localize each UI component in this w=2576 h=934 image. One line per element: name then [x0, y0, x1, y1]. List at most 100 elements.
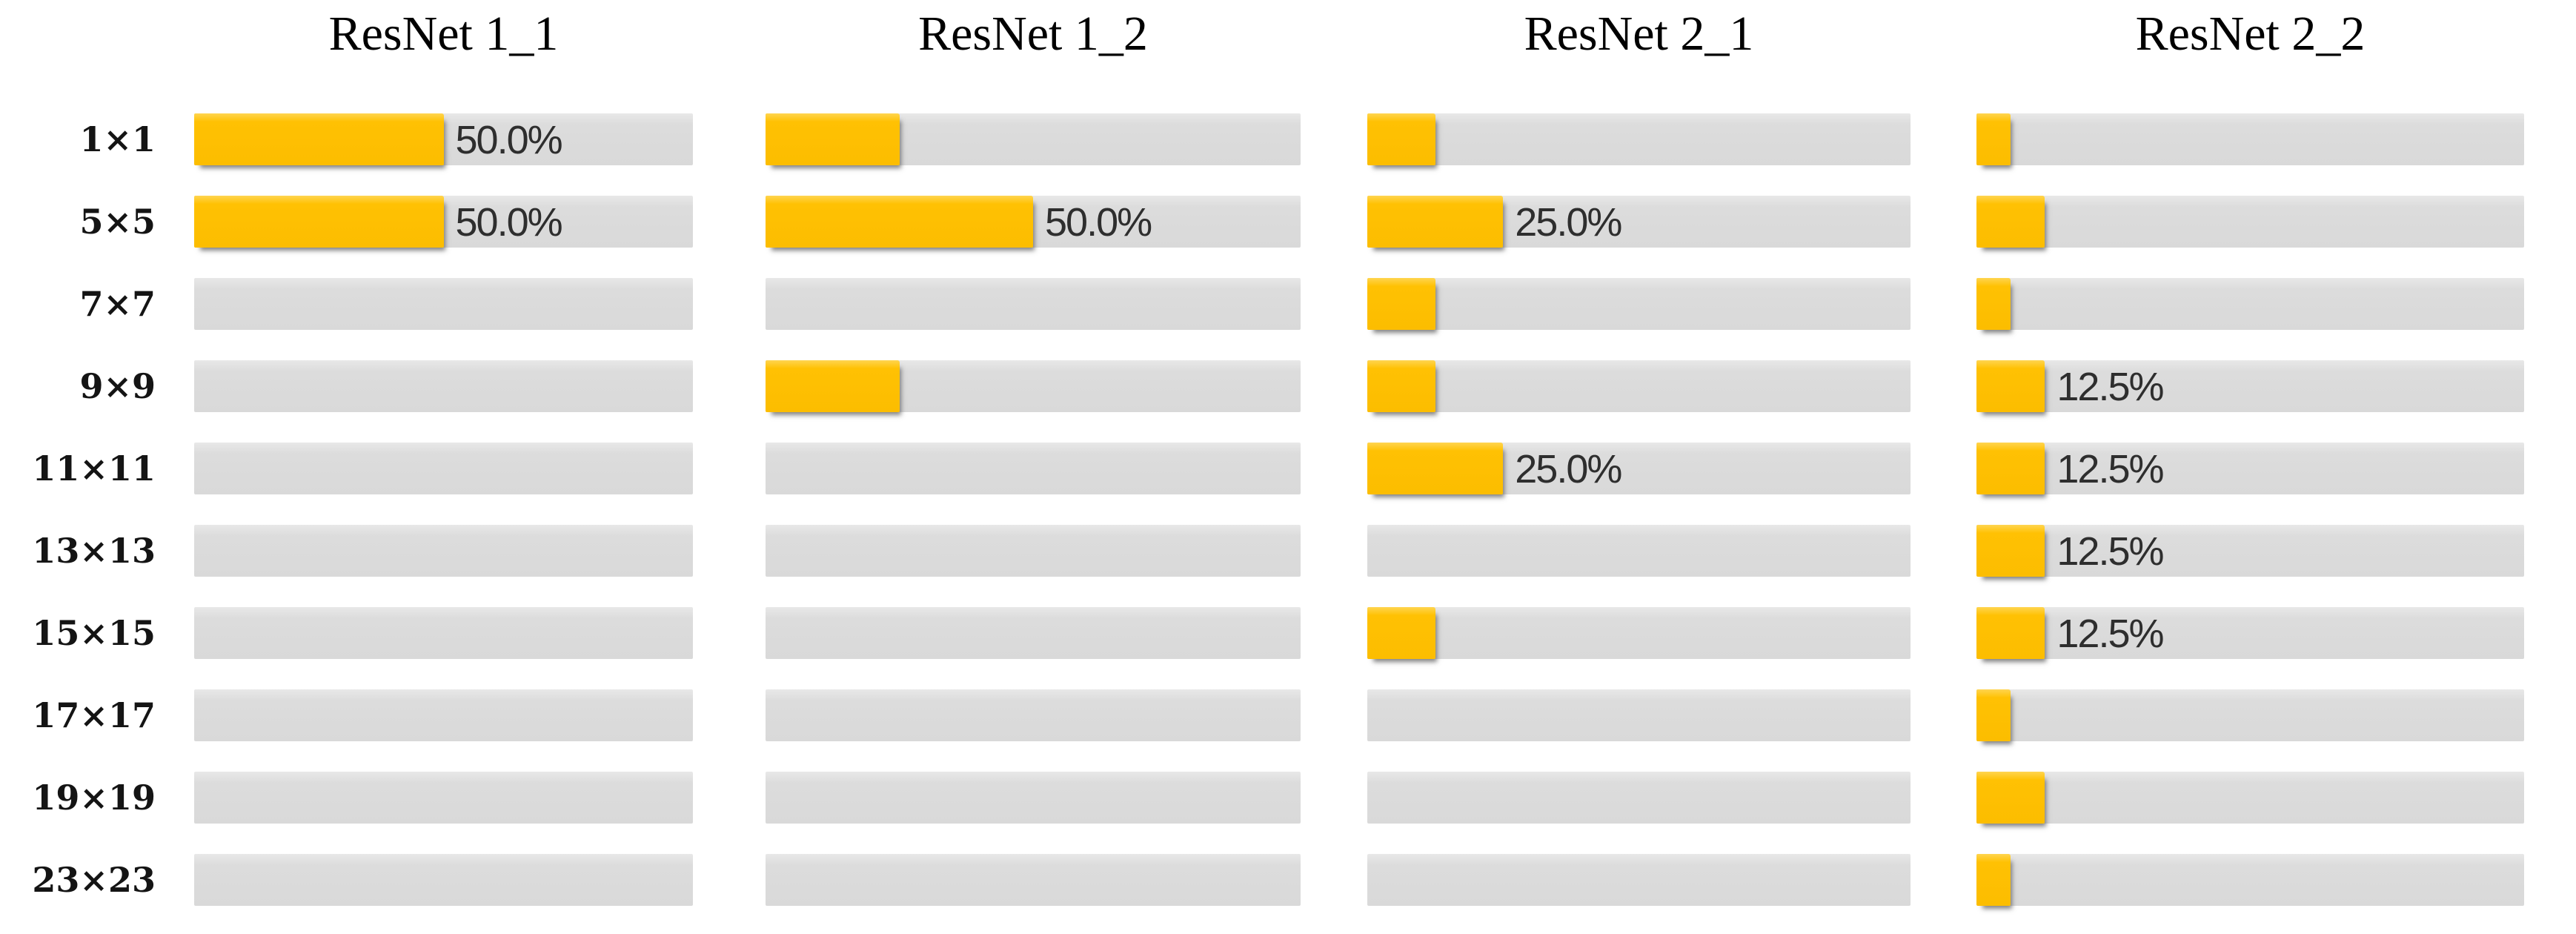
- bar-fill: [1976, 607, 2045, 659]
- bar-track: [194, 360, 693, 412]
- bar-track: [194, 772, 693, 824]
- bar-cell: [766, 854, 1301, 906]
- row-label-kernel-size: 1×1: [79, 119, 156, 159]
- bar-cell: [1367, 113, 1911, 165]
- bar-cell: [194, 360, 693, 412]
- bar-track: [1367, 278, 1911, 330]
- bar-fill: [1976, 772, 2045, 824]
- bar-track: [766, 278, 1301, 330]
- bar-track: [766, 772, 1301, 824]
- bar-track: [766, 360, 1301, 412]
- panel-title-1: ResNet 1_1: [328, 7, 559, 61]
- bar-cell: [766, 689, 1301, 741]
- bar-cell: [1976, 689, 2524, 741]
- bar-track: 25.0%: [1367, 196, 1911, 248]
- panel-title-3: ResNet 2_1: [1524, 7, 1754, 61]
- bar-fill: [1976, 113, 2011, 165]
- bar-fill: [194, 113, 444, 165]
- bar-value-label: 12.5%: [2057, 447, 2164, 491]
- bar-track: [1367, 689, 1911, 741]
- bar-track: [766, 113, 1301, 165]
- bar-fill: [1976, 689, 2011, 741]
- bar-track: [766, 854, 1301, 906]
- bar-cell: [766, 772, 1301, 824]
- bar-track: [1976, 196, 2524, 248]
- bar-track: [194, 689, 693, 741]
- bar-fill: [1976, 278, 2011, 330]
- row-label-kernel-size: 11×11: [32, 448, 156, 488]
- bar-track: [194, 443, 693, 494]
- bar-fill: [1367, 443, 1504, 494]
- bar-track: 12.5%: [1976, 443, 2524, 494]
- bar-cell: [766, 278, 1301, 330]
- bar-track: 50.0%: [766, 196, 1301, 248]
- bar-cell: [194, 525, 693, 577]
- bar-fill: [1976, 854, 2011, 906]
- bar-cell: [766, 443, 1301, 494]
- bar-fill: [1976, 196, 2045, 248]
- bar-cell: 12.5%: [1976, 360, 2524, 412]
- bar-track: 12.5%: [1976, 607, 2524, 659]
- bar-cell: [194, 607, 693, 659]
- bar-track: [1976, 772, 2524, 824]
- bar-cell: [766, 360, 1301, 412]
- bar-value-label: 25.0%: [1515, 200, 1622, 245]
- bar-value-label: 50.0%: [455, 200, 563, 245]
- bar-track: [194, 525, 693, 577]
- bar-track: 25.0%: [1367, 443, 1911, 494]
- bar-cell: 12.5%: [1976, 525, 2524, 577]
- bar-cell: [766, 607, 1301, 659]
- bar-fill: [1367, 196, 1504, 248]
- bar-cell: [1367, 607, 1911, 659]
- bar-cell: 12.5%: [1976, 443, 2524, 494]
- bar-cell: [1976, 278, 2524, 330]
- bar-value-label: 25.0%: [1515, 447, 1622, 491]
- row-label-kernel-size: 17×17: [32, 695, 156, 735]
- bar-track: [194, 278, 693, 330]
- bar-cell: [1367, 689, 1911, 741]
- bar-track: [194, 607, 693, 659]
- bar-value-label: 12.5%: [2057, 529, 2164, 574]
- bar-cell: [1976, 772, 2524, 824]
- bar-track: [1367, 607, 1911, 659]
- bar-track: [1976, 854, 2524, 906]
- row-label-kernel-size: 5×5: [79, 202, 156, 242]
- bar-cell: [1367, 772, 1911, 824]
- bar-cell: [766, 113, 1301, 165]
- bar-cell: 50.0%: [194, 196, 693, 248]
- bar-track: [766, 525, 1301, 577]
- panel-title-4: ResNet 2_2: [2135, 7, 2366, 61]
- row-label-kernel-size: 13×13: [32, 531, 156, 571]
- bar-track: [1367, 525, 1911, 577]
- row-label-kernel-size: 9×9: [79, 366, 156, 406]
- bar-fill: [1976, 525, 2045, 577]
- panel-title-2: ResNet 1_2: [918, 7, 1148, 61]
- bar-track: [1976, 113, 2524, 165]
- bar-fill: [1367, 607, 1435, 659]
- row-label-kernel-size: 19×19: [32, 778, 156, 818]
- bar-fill: [1976, 443, 2045, 494]
- bar-cell: [1367, 854, 1911, 906]
- row-label-kernel-size: 7×7: [79, 284, 156, 324]
- bar-track: [1976, 689, 2524, 741]
- bar-fill: [1367, 113, 1435, 165]
- bar-fill: [766, 360, 900, 412]
- bar-cell: [194, 278, 693, 330]
- bar-track: 50.0%: [194, 113, 693, 165]
- bar-cell: [194, 689, 693, 741]
- bar-cell: 50.0%: [194, 113, 693, 165]
- bar-fill: [1367, 360, 1435, 412]
- bar-cell: [766, 525, 1301, 577]
- row-label-kernel-size: 15×15: [32, 613, 156, 653]
- bar-value-label: 12.5%: [2057, 365, 2164, 409]
- bar-track: [194, 854, 693, 906]
- bar-track: [766, 689, 1301, 741]
- bar-track: [1367, 113, 1911, 165]
- bar-fill: [766, 196, 1033, 248]
- bar-cell: 25.0%: [1367, 196, 1911, 248]
- row-label-kernel-size: 23×23: [32, 860, 156, 900]
- bar-cell: [1976, 113, 2524, 165]
- bar-fill: [1367, 278, 1435, 330]
